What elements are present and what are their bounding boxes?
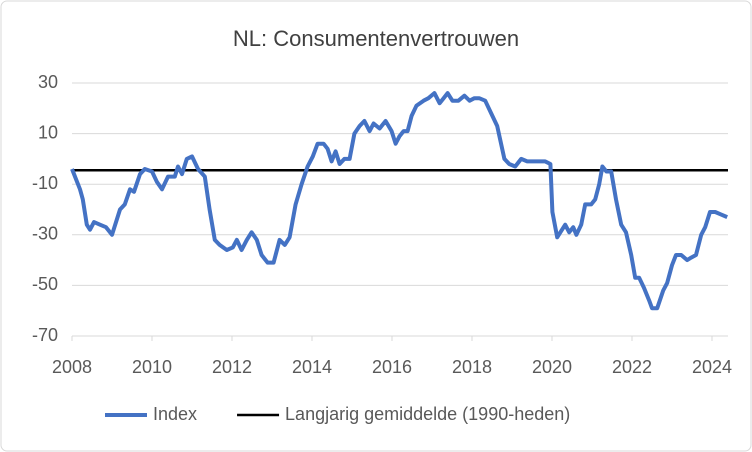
x-tick-label: 2010 (132, 357, 172, 377)
x-tick-label: 2016 (372, 357, 412, 377)
y-tick-label: -30 (32, 224, 58, 244)
y-tick-label: -50 (32, 274, 58, 294)
legend-label: Langjarig gemiddelde (1990-heden) (285, 404, 570, 424)
chart-title: NL: Consumentenvertrouwen (233, 26, 519, 51)
y-tick-label: 10 (38, 122, 58, 142)
legend-label: Index (153, 404, 197, 424)
x-tick-label: 2024 (692, 357, 732, 377)
y-tick-label: 30 (38, 72, 58, 92)
x-tick-label: 2020 (532, 357, 572, 377)
y-tick-label: -10 (32, 173, 58, 193)
line-series (70, 91, 728, 311)
x-tick-label: 2022 (612, 357, 652, 377)
x-tick-label: 2018 (452, 357, 492, 377)
x-tick-label: 2014 (292, 357, 332, 377)
x-tick-label: 2008 (52, 357, 92, 377)
x-tick-label: 2012 (212, 357, 252, 377)
y-tick-label: -70 (32, 325, 58, 345)
